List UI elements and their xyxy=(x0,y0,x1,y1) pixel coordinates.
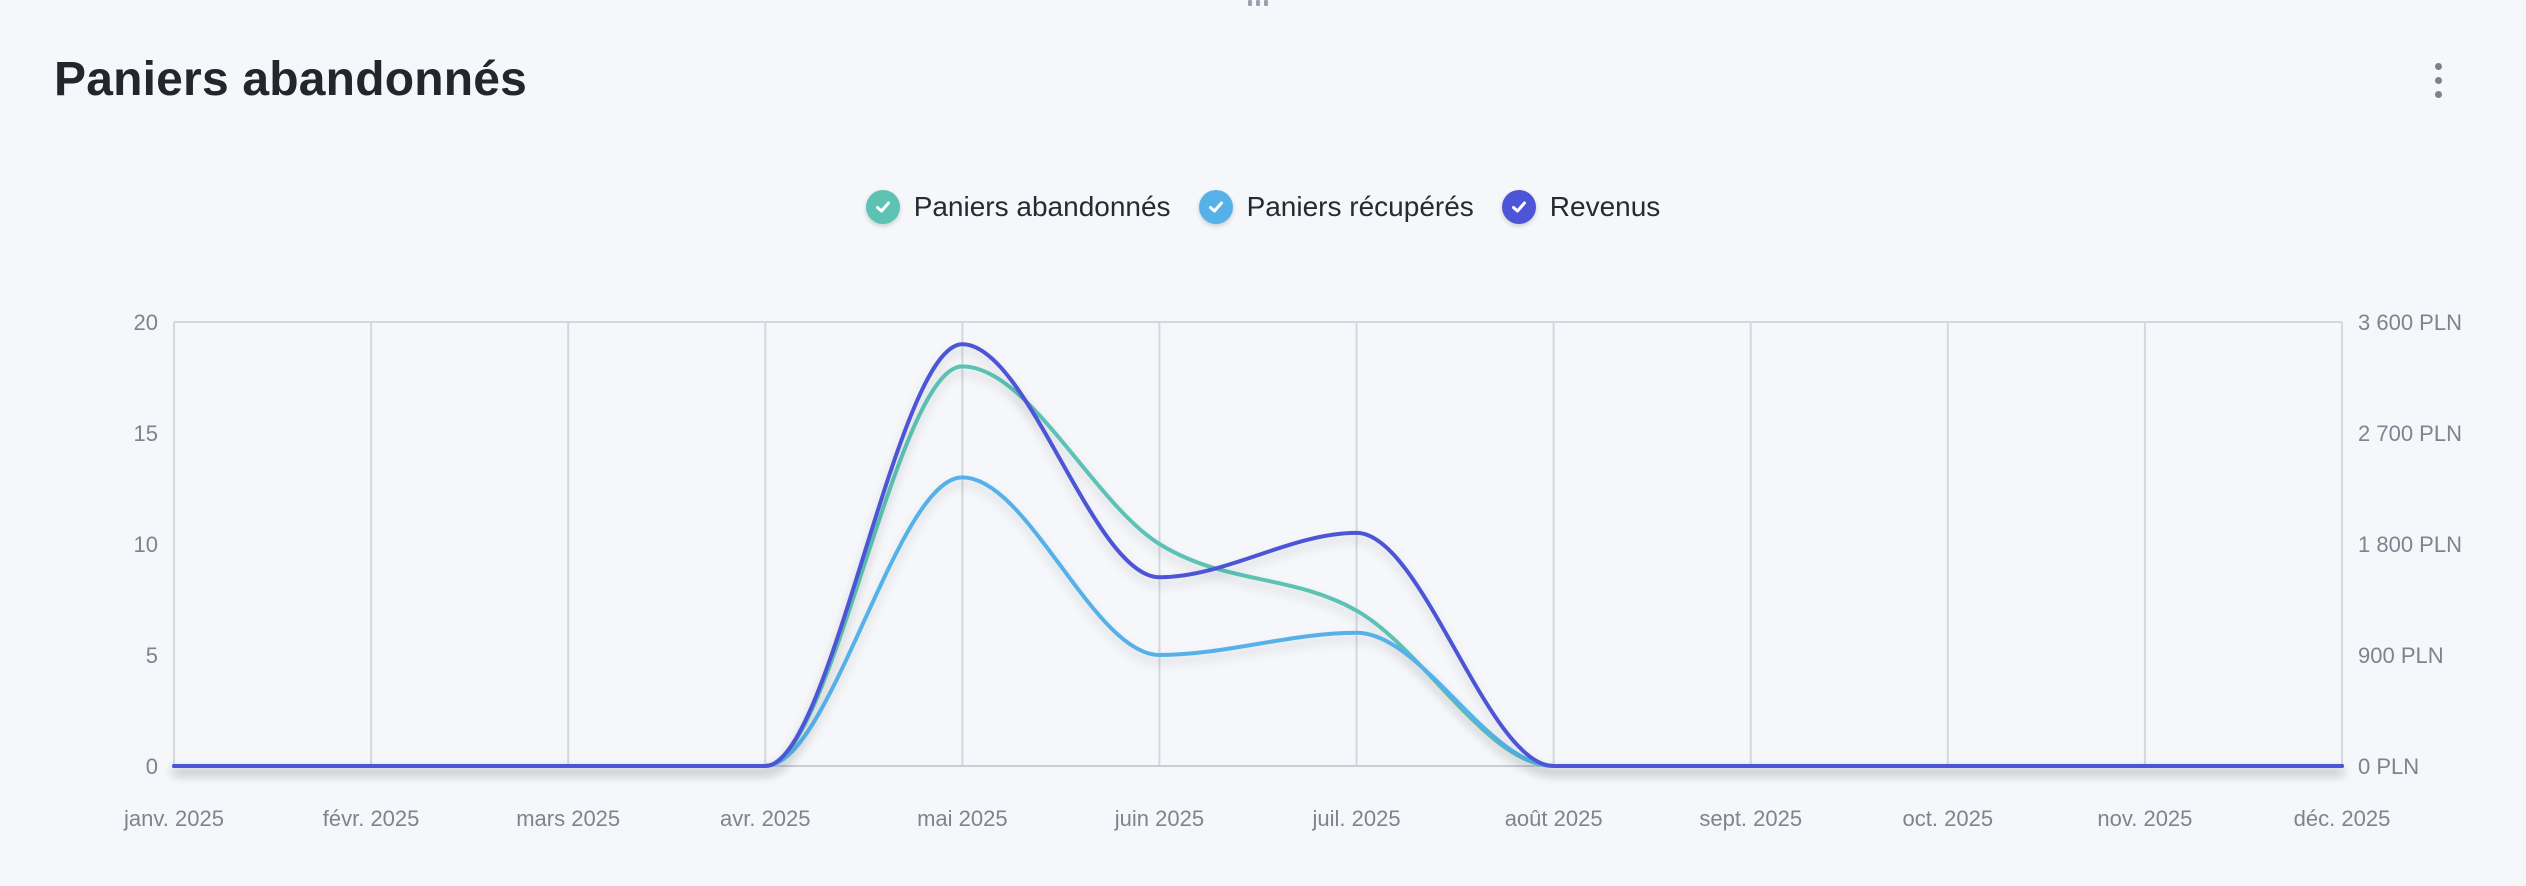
more-options-button[interactable] xyxy=(2418,56,2458,104)
y-right-tick-label: 3 600 PLN xyxy=(2358,310,2462,335)
y-right-tick-label: 1 800 PLN xyxy=(2358,532,2462,557)
y-left-tick-label: 5 xyxy=(146,643,158,668)
legend-label: Paniers abandonnés xyxy=(913,191,1171,222)
legend-item-paniers-recuperes[interactable]: Paniers récupérés xyxy=(1198,190,1474,224)
series-line-paniers-abandonnes[interactable] xyxy=(172,364,2344,769)
x-tick-label: nov. 2025 xyxy=(2097,806,2192,831)
x-tick-label: mars 2025 xyxy=(516,806,620,831)
y-right-tick-label: 900 PLN xyxy=(2358,643,2444,668)
drag-handle-icon[interactable] xyxy=(1244,0,1272,8)
x-tick-label: janv. 2025 xyxy=(123,806,224,831)
x-tick-label: févr. 2025 xyxy=(323,806,420,831)
x-tick-label: oct. 2025 xyxy=(1903,806,1994,831)
y-left-tick-label: 20 xyxy=(134,310,158,335)
check-icon xyxy=(865,190,900,224)
x-tick-label: avr. 2025 xyxy=(720,806,811,831)
legend-item-paniers-abandonnes[interactable]: Paniers abandonnés xyxy=(865,190,1171,224)
x-tick-label: août 2025 xyxy=(1505,806,1603,831)
y-left-tick-label: 15 xyxy=(134,421,158,446)
x-tick-label: sept. 2025 xyxy=(1699,806,1802,831)
y-right-tick-label: 2 700 PLN xyxy=(2358,421,2462,446)
check-icon xyxy=(1198,190,1233,224)
legend-label: Revenus xyxy=(1549,191,1661,222)
y-left-tick-label: 10 xyxy=(134,532,158,557)
series-line-revenus[interactable] xyxy=(172,342,2344,769)
chart-legend: Paniers abandonnés Paniers récupérés Rev… xyxy=(0,190,2526,224)
legend-label: Paniers récupérés xyxy=(1246,191,1474,222)
series-line-paniers-recuperes[interactable] xyxy=(172,475,2344,769)
check-icon xyxy=(1501,190,1536,224)
more-vertical-icon xyxy=(2434,62,2442,70)
x-tick-label: déc. 2025 xyxy=(2294,806,2391,831)
y-left-tick-label: 0 xyxy=(146,754,158,779)
x-tick-label: juil. 2025 xyxy=(1312,806,1401,831)
y-right-tick-label: 0 PLN xyxy=(2358,754,2419,779)
x-tick-label: mai 2025 xyxy=(917,806,1008,831)
card-title: Paniers abandonnés xyxy=(54,53,528,106)
legend-item-revenus[interactable]: Revenus xyxy=(1501,190,1661,224)
x-tick-label: juin 2025 xyxy=(1114,806,1204,831)
